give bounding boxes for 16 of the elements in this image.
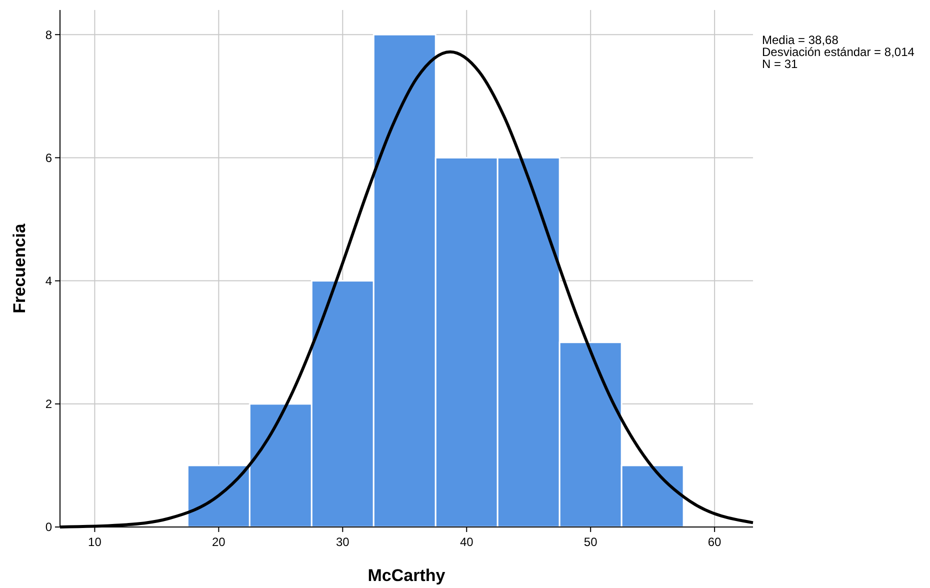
x-tick-label: 20 xyxy=(212,535,226,549)
x-tick-label: 10 xyxy=(88,535,102,549)
text: N = 31 xyxy=(762,57,798,71)
y-tick-label: 0 xyxy=(45,520,52,534)
text: Media = 38,68 xyxy=(762,33,839,47)
x-tick-label: 40 xyxy=(460,535,474,549)
y-tick-label: 6 xyxy=(45,150,52,165)
y-tick-label: 8 xyxy=(45,28,52,42)
x-tick-label: 30 xyxy=(336,535,350,549)
text: Desviación estándar = 8,014 xyxy=(762,45,915,59)
y-tick-label: 4 xyxy=(45,274,52,288)
x-tick-label: 60 xyxy=(708,535,722,549)
x-axis-title: McCarthy xyxy=(368,566,446,585)
x-tick-label: 50 xyxy=(584,535,598,549)
y-tick-label: 2 xyxy=(45,397,52,412)
y-axis-title: Frecuencia xyxy=(10,223,29,314)
